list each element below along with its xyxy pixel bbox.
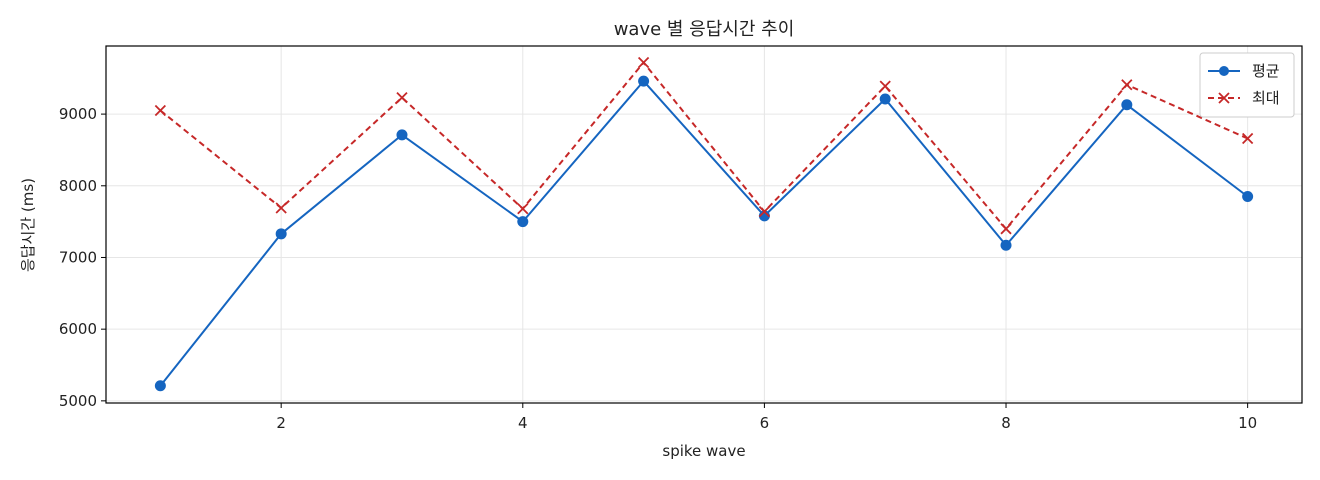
data-point — [1000, 223, 1012, 235]
legend-label-avg: 평균 — [1252, 62, 1280, 80]
chart-title: wave 별 응답시간 추이 — [614, 19, 795, 40]
y-tick-label: 9000 — [59, 105, 97, 123]
data-point — [396, 91, 408, 104]
legend-box — [1199, 52, 1295, 118]
x-tick-label: 10 — [1238, 414, 1257, 432]
data-point — [1121, 79, 1133, 91]
data-point — [517, 203, 529, 215]
data-point — [1242, 191, 1254, 203]
x-axis: 2 4 6 8 10 — [276, 403, 1257, 432]
x-tick-label: 2 — [276, 414, 286, 432]
data-point — [396, 129, 408, 141]
x-tick-label: 8 — [1001, 414, 1011, 432]
data-point — [154, 380, 166, 392]
y-tick-label: 7000 — [59, 248, 97, 266]
legend: 평균 최대 — [1199, 52, 1295, 118]
y-tick-label: 8000 — [59, 177, 97, 195]
legend-marker-avg — [1219, 66, 1229, 76]
plot-area-frame — [105, 45, 1303, 404]
y-tick-label: 6000 — [59, 320, 97, 338]
y-axis: 5000 6000 7000 8000 9000 — [59, 105, 106, 410]
data-point — [758, 205, 771, 218]
data-point — [637, 56, 650, 69]
data-point — [275, 228, 287, 240]
series-line — [159, 61, 1249, 230]
y-tick-label: 5000 — [59, 392, 97, 410]
x-tick-label: 6 — [760, 414, 770, 432]
data-point — [879, 80, 891, 92]
grid — [106, 46, 1302, 403]
data-point — [638, 75, 650, 87]
series-2 — [154, 56, 1254, 235]
data-point — [1121, 99, 1133, 111]
series-layer — [154, 56, 1254, 392]
data-point — [275, 202, 287, 214]
legend-marker-max — [1218, 92, 1230, 104]
y-axis-label: 응답시간 (ms) — [19, 178, 37, 272]
series-line — [159, 80, 1249, 387]
data-point — [1242, 132, 1254, 145]
data-point — [154, 104, 167, 117]
legend-label-max: 최대 — [1252, 89, 1280, 107]
data-point — [517, 216, 529, 228]
x-tick-label: 4 — [518, 414, 528, 432]
data-point — [879, 93, 891, 105]
x-axis-label: spike wave — [662, 442, 745, 460]
data-point — [1000, 239, 1012, 251]
series-1 — [154, 75, 1254, 392]
